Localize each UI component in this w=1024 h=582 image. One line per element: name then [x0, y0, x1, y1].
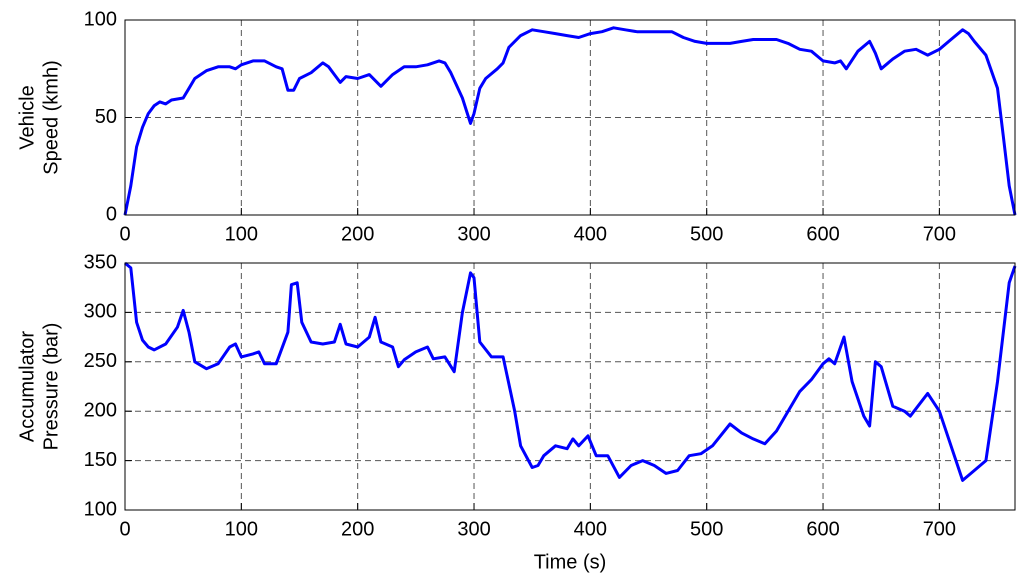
- data-line: [123, 26, 1017, 216]
- x-tick-label: 700: [923, 518, 956, 540]
- y-tick-label: 350: [84, 251, 117, 273]
- x-tick-label: 100: [225, 223, 258, 245]
- x-tick-label: 600: [806, 518, 839, 540]
- plot-frame: [124, 262, 1016, 511]
- y-tick-label: 100: [84, 498, 117, 520]
- data-line: [124, 261, 1017, 482]
- x-tick-label: 400: [574, 223, 607, 245]
- x-tick-label: 600: [806, 223, 839, 245]
- y-tick-label: 250: [84, 350, 117, 372]
- x-tick-label: 400: [574, 518, 607, 540]
- x-tick-label: 500: [690, 518, 723, 540]
- x-tick-label: 100: [225, 518, 258, 540]
- y-tick-label: 150: [84, 449, 117, 471]
- x-tick-label: 200: [341, 223, 374, 245]
- y-axis-label: Speed (kmh): [40, 60, 62, 175]
- y-tick-label: 100: [84, 8, 117, 30]
- plot-frame: [124, 19, 1016, 216]
- y-axis-label: Pressure (bar): [40, 323, 62, 451]
- x-tick-label: 0: [119, 518, 130, 540]
- y-tick-label: 0: [106, 203, 117, 225]
- x-tick-label: 300: [457, 223, 490, 245]
- x-tick-label: 200: [341, 518, 374, 540]
- x-tick-label: 300: [457, 518, 490, 540]
- x-tick-label: 700: [923, 223, 956, 245]
- y-tick-label: 50: [95, 106, 117, 128]
- x-tick-label: 0: [119, 223, 130, 245]
- y-tick-label: 200: [84, 399, 117, 421]
- x-axis-label: Time (s): [534, 551, 607, 573]
- y-axis-label: Vehicle: [16, 85, 38, 150]
- y-tick-label: 300: [84, 301, 117, 323]
- y-axis-label: Accumulator: [16, 331, 38, 442]
- plot-area: [125, 263, 1015, 510]
- x-tick-label: 500: [690, 223, 723, 245]
